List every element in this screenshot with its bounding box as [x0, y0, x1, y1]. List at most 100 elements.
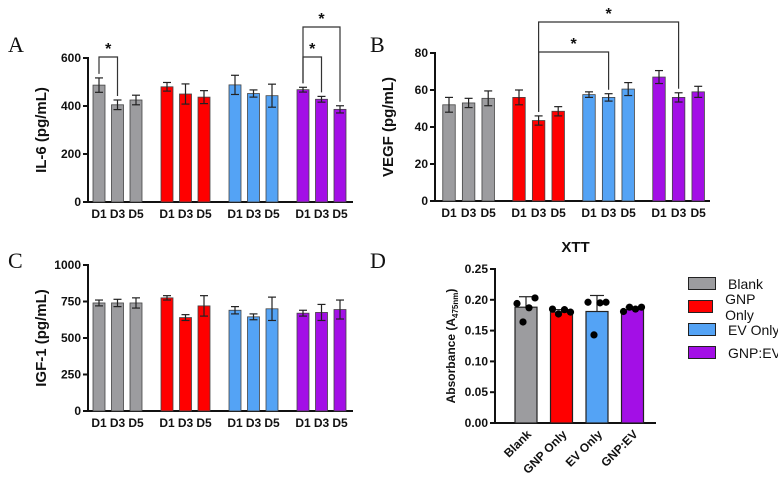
x-tick-label: Blank — [501, 427, 534, 460]
legend-label: Blank — [728, 275, 764, 292]
y-tick-label: 0 — [421, 194, 428, 208]
legend-item-blank: Blank — [688, 273, 778, 294]
y-tick-label: 80 — [415, 46, 429, 60]
bar-gnp-only-d3 — [531, 120, 546, 202]
significance-star: * — [605, 6, 612, 23]
data-point — [625, 303, 634, 311]
bar-gnp-only — [549, 311, 574, 424]
bar-ev-only-d1 — [228, 309, 242, 412]
y-tick-label: 750 — [61, 295, 81, 309]
bar-blank-d5 — [129, 302, 143, 412]
x-tick-label: D5 — [621, 206, 637, 220]
legend-item-gnp-ev: GNP:EV — [688, 342, 778, 363]
significance-star: * — [318, 11, 325, 28]
bar-gnp-ev-d1 — [296, 89, 310, 203]
x-tick-label: D3 — [314, 207, 330, 221]
data-point — [548, 305, 557, 313]
x-tick-label: D5 — [332, 416, 348, 430]
bar-ev-only — [585, 310, 609, 424]
y-tick-label: 250 — [61, 368, 81, 382]
bar-blank-d1 — [92, 302, 106, 412]
x-tick-label: D3 — [246, 207, 262, 221]
x-tick-label: D3 — [671, 206, 687, 220]
legend-label: EV Only — [728, 321, 778, 338]
data-point — [525, 304, 533, 312]
legend-swatch — [688, 300, 714, 313]
bar-gnp-ev-d3 — [671, 97, 686, 202]
significance-bracket — [537, 51, 610, 112]
y-tick-label: 600 — [61, 51, 81, 65]
legend-swatch — [688, 277, 716, 290]
bar-ev-only-d5 — [621, 88, 635, 202]
data-point — [631, 305, 640, 313]
x-tick-label: D3 — [461, 206, 477, 220]
x-tick-label: D3 — [314, 416, 330, 430]
x-tick-label: D5 — [196, 416, 212, 430]
legend-item-ev-only: EV Only — [688, 319, 778, 340]
bar-gnp-only-d1 — [160, 86, 174, 203]
x-tick-label: D1 — [441, 206, 457, 220]
x-tick-label: D1 — [227, 207, 243, 221]
bar-blank-d1 — [92, 84, 106, 203]
data-point — [566, 308, 575, 316]
bar-blank-d1 — [442, 104, 456, 202]
data-point — [554, 310, 563, 318]
bar-gnp-ev-d5 — [691, 91, 705, 202]
bar-gnp-ev — [620, 309, 645, 424]
y-tick-label: 0.25 — [465, 262, 489, 276]
x-tick-label: D5 — [264, 207, 280, 221]
bar-blank-d3 — [111, 104, 124, 203]
significance-star: * — [309, 41, 316, 58]
data-point — [560, 306, 569, 314]
data-point — [584, 298, 592, 306]
bar-ev-only-d1 — [582, 94, 596, 202]
y-tick-label: 0.00 — [465, 416, 489, 430]
bar-gnp-only-d5 — [197, 305, 211, 412]
x-tick-label: EV Only — [563, 427, 606, 470]
x-tick-label: D1 — [227, 416, 243, 430]
panel-letter-c: C — [8, 248, 23, 273]
data-point — [519, 318, 527, 326]
bar-gnp-ev-d1 — [296, 312, 310, 412]
y-tick-label: 0 — [74, 404, 81, 418]
y-axis-label: IL-6 (pg/mL) — [33, 87, 50, 173]
bar-ev-only-d3 — [247, 316, 260, 412]
y-tick-label: 200 — [61, 147, 81, 161]
x-tick-label: D5 — [264, 416, 280, 430]
y-tick-label: 40 — [415, 120, 429, 134]
x-tick-label: D5 — [196, 207, 212, 221]
bar-gnp-only-d3 — [179, 317, 192, 412]
x-tick-label: GNP:EV — [598, 427, 640, 469]
x-tick-label: D1 — [159, 416, 175, 430]
legend-label: GNP Only — [725, 290, 756, 323]
panel-letter-a: A — [8, 32, 24, 57]
x-tick-label: D3 — [531, 206, 547, 220]
x-tick-label: D1 — [91, 416, 107, 430]
legend-swatch — [688, 346, 716, 359]
bar-gnp-ev-d1 — [652, 76, 666, 202]
significance-star: * — [105, 41, 112, 58]
legend-label: GNP:EV — [728, 344, 778, 361]
bar-blank-d5 — [129, 99, 143, 203]
x-tick-label: D1 — [295, 207, 311, 221]
x-tick-label: D1 — [581, 206, 597, 220]
x-tick-label: D5 — [551, 206, 567, 220]
legend-swatch — [688, 323, 716, 336]
bar-ev-only-d5 — [265, 95, 279, 203]
panel-letter-b: B — [370, 32, 385, 57]
significance-star: * — [570, 36, 577, 53]
x-tick-label: D5 — [128, 207, 144, 221]
bar-ev-only-d3 — [601, 97, 616, 202]
y-axis-label: VEGF (pg/mL) — [380, 77, 397, 177]
x-tick-label: D5 — [332, 207, 348, 221]
x-tick-label: D1 — [159, 207, 175, 221]
panel-letter-d: D — [370, 248, 386, 273]
x-tick-label: D5 — [691, 206, 707, 220]
y-tick-label: 500 — [61, 331, 81, 345]
bar-gnp-ev-d3 — [315, 312, 328, 412]
bar-blank-d5 — [481, 97, 495, 202]
x-tick-label: D3 — [178, 207, 194, 221]
bar-gnp-only-d5 — [197, 96, 211, 203]
x-tick-label: D3 — [178, 416, 194, 430]
bar-gnp-ev-d5 — [333, 108, 347, 203]
